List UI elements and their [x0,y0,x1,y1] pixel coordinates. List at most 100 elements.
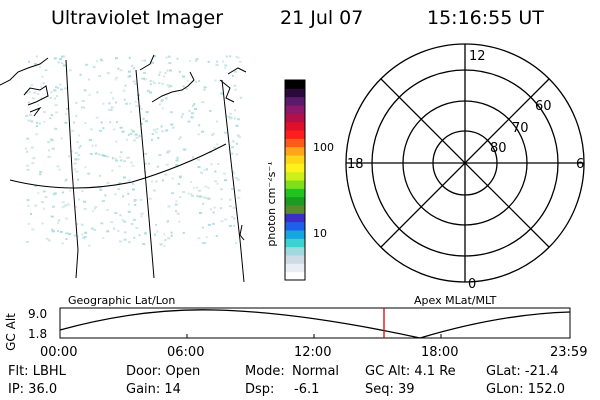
emission-dot [216,143,219,146]
emission-dot [235,177,238,180]
emission-dot [185,87,188,90]
emission-dot [57,230,59,233]
emission-dot [85,63,89,66]
emission-dot [202,196,206,199]
emission-dot [192,104,195,107]
colorbar-band [285,146,305,156]
emission-dot [123,160,127,163]
date-label: 21 Jul 07 [280,7,364,29]
emission-dot [108,102,111,105]
emission-dot [196,194,199,197]
mode-label: Mode: [245,364,285,379]
geographic-map [0,54,247,283]
emission-dot [168,55,170,58]
emission-dot [51,230,55,233]
emission-dot [168,62,172,65]
emission-dot [117,188,121,191]
emission-dot [27,222,30,225]
emission-dot [187,192,190,195]
emission-dot [39,173,42,176]
emission-dot [75,205,78,208]
time-tick-00: 00:00 [40,345,78,360]
emission-dot [182,191,185,194]
emission-dot [107,109,111,111]
emission-dot [64,87,67,90]
emission-dot [179,136,182,139]
emission-dot [26,168,30,171]
emission-dot [94,207,96,210]
emission-dot [30,212,32,215]
emission-dot [198,189,201,192]
emission-dot [37,192,40,195]
colorbar-band [285,205,305,214]
emission-dot [216,182,219,185]
emission-dot [130,223,134,225]
emission-dot [141,77,145,80]
emission-dot [178,175,182,178]
emission-dot [145,111,149,114]
emission-dot [176,212,180,215]
emission-dot [166,69,169,72]
emission-dot [53,192,57,195]
emission-dot [236,134,240,137]
emission-dot [123,176,126,179]
emission-dot [237,56,240,59]
emission-dot [164,239,167,242]
emission-dot [119,156,122,159]
emission-dot [133,236,136,239]
emission-dot [203,169,206,172]
emission-dot [132,188,135,191]
emission-dot [232,206,236,209]
emission-dot [140,108,143,110]
emission-dot [127,75,131,78]
emission-dot [88,78,90,81]
emission-dot [81,190,84,193]
emission-dot [151,133,154,136]
emission-dot [214,180,217,183]
emission-dot [141,59,144,62]
emission-dot [135,136,139,139]
altitude-axis-label: GC Alt [4,313,18,351]
emission-dot [228,224,232,227]
emission-dot [61,206,65,209]
emission-dot [121,219,124,222]
emission-dot [131,164,135,167]
emission-dot [197,133,200,136]
emission-dot [62,191,65,194]
filter-info: Flt: LBHL [8,364,66,379]
emission-dot [93,229,96,231]
emission-dot [195,58,199,60]
emission-dot [112,97,115,100]
emission-dot [54,97,57,100]
emission-dot [29,113,33,116]
emission-dot [160,125,163,128]
emission-dot [39,170,43,173]
emission-dot [102,236,105,239]
emission-dot [134,204,137,206]
emission-dot [142,243,146,246]
emission-dot [34,185,38,187]
emission-dot [69,189,72,192]
emission-dot [51,228,54,231]
emission-dot [197,195,200,198]
emission-dot [198,124,201,127]
emission-dot [33,62,37,65]
emission-dot [65,238,68,241]
emission-dot [235,153,238,156]
emission-dot [114,157,117,160]
emission-dot [56,165,60,168]
emission-dot [128,203,130,206]
instrument-title: Ultraviolet Imager [51,7,224,29]
emission-dot [127,210,131,213]
emission-dot [30,84,34,87]
emission-dot [233,224,236,227]
emission-dot [73,234,76,237]
emission-dot [73,162,77,165]
emission-dot [148,197,152,200]
emission-dot [150,138,153,141]
emission-dot [49,138,53,141]
timeline-frame [59,307,571,339]
emission-dot [61,201,65,204]
emission-dot [88,139,92,142]
emission-dot [26,164,30,167]
